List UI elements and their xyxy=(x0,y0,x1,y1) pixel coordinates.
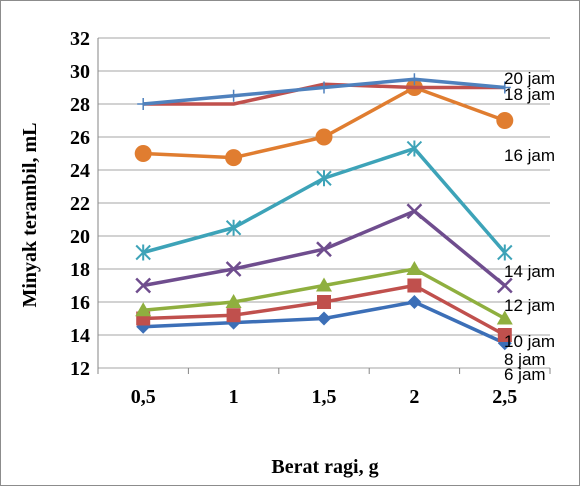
data-point xyxy=(316,170,332,187)
data-point xyxy=(406,140,423,157)
data-point xyxy=(407,278,422,293)
series-label: 8 jam xyxy=(504,350,546,369)
series-label: 18 jam xyxy=(504,85,555,104)
data-point xyxy=(496,277,513,294)
y-tick-label: 14 xyxy=(70,325,90,347)
data-point xyxy=(227,89,240,102)
series-12-jam xyxy=(135,203,513,294)
x-axis-label: Berat ragi, g xyxy=(271,456,378,478)
data-point xyxy=(225,294,242,308)
x-tick-label: 1,5 xyxy=(312,386,337,408)
y-tick-label: 22 xyxy=(70,193,90,215)
x-tick-label: 0,5 xyxy=(131,386,156,408)
x-tick-label: 2 xyxy=(409,386,419,408)
y-tick-label: 24 xyxy=(70,160,90,182)
data-point xyxy=(135,244,151,261)
data-point xyxy=(497,244,513,261)
y-tick-label: 16 xyxy=(70,292,90,314)
data-point xyxy=(318,81,330,94)
data-point xyxy=(496,112,514,129)
x-tick-labels: 0,5 1 1,5 2 2,5 xyxy=(131,386,518,408)
y-tick-label: 32 xyxy=(70,28,90,50)
series-label: 20 jam xyxy=(504,69,555,88)
data-point xyxy=(497,328,512,342)
y-tick-label: 28 xyxy=(70,94,90,116)
data-point xyxy=(496,310,513,325)
data-point xyxy=(406,203,423,220)
series-10-jam xyxy=(135,261,513,325)
y-tick-label: 30 xyxy=(70,61,90,83)
data-point xyxy=(406,261,423,275)
series-label: 16 jam xyxy=(504,146,555,165)
axes xyxy=(97,38,551,374)
y-axis-label: Minyak terambil, mL xyxy=(19,123,41,308)
data-point xyxy=(137,98,150,110)
series-label: 10 jam xyxy=(504,332,555,351)
x-tick-label: 1 xyxy=(229,386,239,408)
y-tick-label: 26 xyxy=(70,127,90,149)
series-label: 6 jam xyxy=(504,365,546,384)
data-point xyxy=(407,295,422,309)
data-point xyxy=(225,219,242,236)
series-14-jam xyxy=(135,140,513,261)
data-point xyxy=(317,295,331,309)
data-point xyxy=(316,277,332,292)
series-20-jam xyxy=(137,73,511,110)
series-layer xyxy=(134,73,514,351)
data-point xyxy=(135,302,152,317)
x-tick-label: 2,5 xyxy=(492,386,517,408)
data-point xyxy=(408,73,421,86)
data-point xyxy=(134,145,152,162)
data-point xyxy=(225,149,243,167)
series-label: 12 jam xyxy=(504,296,555,315)
series-16-jam xyxy=(134,79,514,167)
series-label: 14 jam xyxy=(504,262,555,281)
data-point xyxy=(316,241,332,258)
y-tick-label: 18 xyxy=(70,259,90,281)
series-line xyxy=(142,146,507,255)
y-tick-label: 20 xyxy=(70,226,90,248)
data-point xyxy=(226,308,241,323)
y-tick-label: 12 xyxy=(70,358,90,380)
data-point xyxy=(315,128,333,146)
series-line xyxy=(143,283,506,337)
data-point xyxy=(498,81,511,94)
data-point xyxy=(317,311,331,326)
data-point xyxy=(225,261,242,277)
y-tick-labels: 12 14 16 18 20 22 24 26 28 30 32 xyxy=(70,28,90,380)
data-point xyxy=(135,277,152,294)
